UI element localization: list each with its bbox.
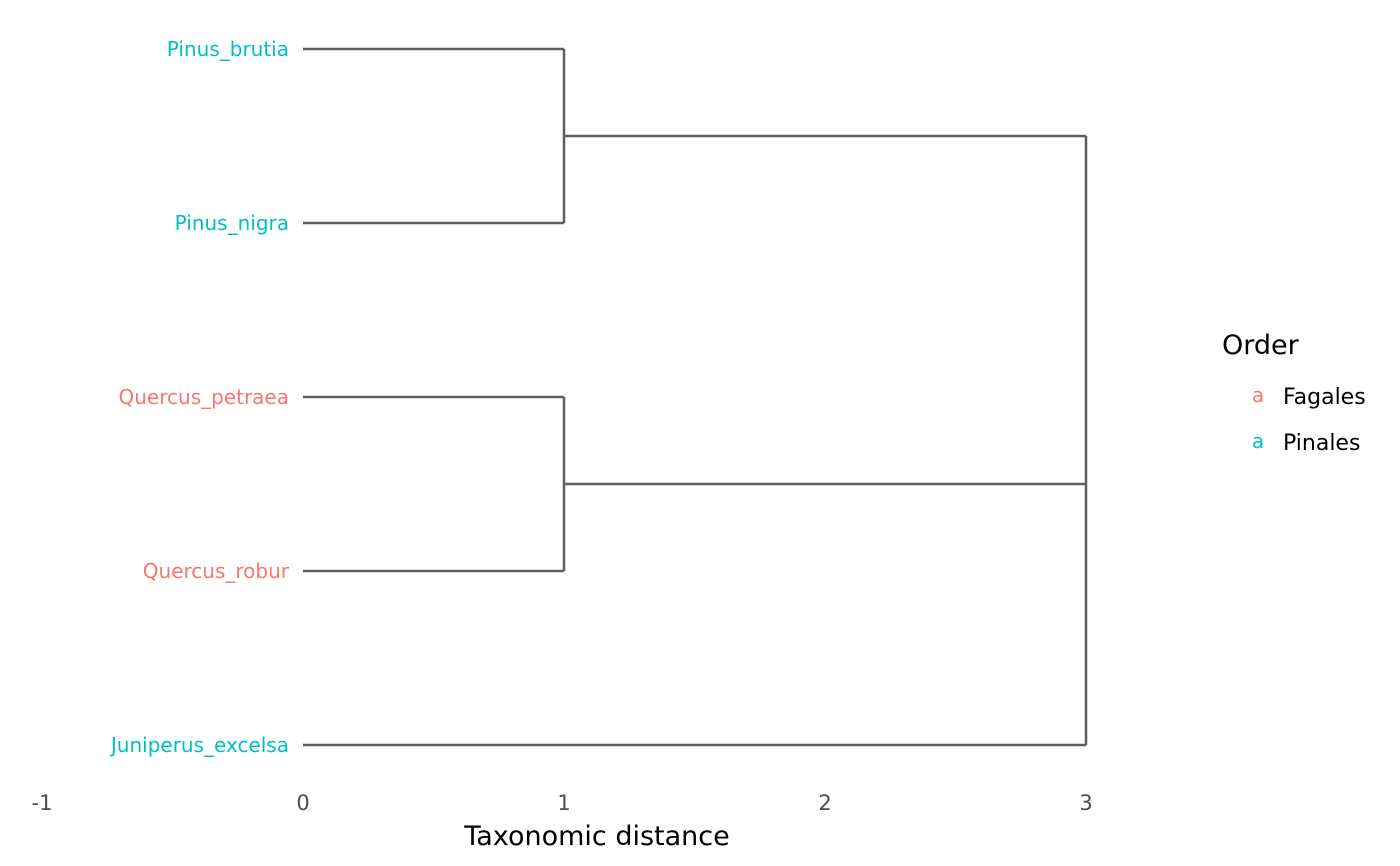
x-tick-label: 1: [557, 791, 570, 815]
x-tick-label: 3: [1079, 791, 1092, 815]
leaf-label: Juniperus_excelsa: [109, 733, 289, 757]
legend-label: Fagales: [1283, 385, 1366, 410]
legend-key-glyph: a: [1252, 383, 1264, 407]
x-tick-label: -1: [32, 791, 53, 815]
legend-title: Order: [1222, 330, 1300, 361]
leaf-label: Pinus_brutia: [167, 37, 289, 61]
legend-label: Pinales: [1283, 431, 1360, 456]
x-axis-ticks: -1 0 1 2 3: [32, 791, 1093, 815]
x-axis-title: Taxonomic distance: [463, 821, 730, 852]
leaf-labels: Pinus_brutia Pinus_nigra Quercus_petraea Qu…: [109, 37, 290, 757]
dendrogram-branches: [303, 47, 1088, 747]
legend-items: a Fagales a Pinales: [1252, 383, 1366, 456]
leaf-label: Quercus_robur: [143, 559, 290, 583]
legend: Order a Fagales a Pinales: [1222, 330, 1366, 456]
leaf-label: Quercus_petraea: [119, 385, 289, 409]
leaf-label: Pinus_nigra: [175, 211, 289, 235]
legend-item: a Pinales: [1252, 429, 1361, 456]
x-tick-label: 2: [818, 791, 831, 815]
legend-key-glyph: a: [1252, 429, 1264, 453]
x-tick-label: 0: [296, 791, 309, 815]
legend-item: a Fagales: [1252, 383, 1366, 410]
